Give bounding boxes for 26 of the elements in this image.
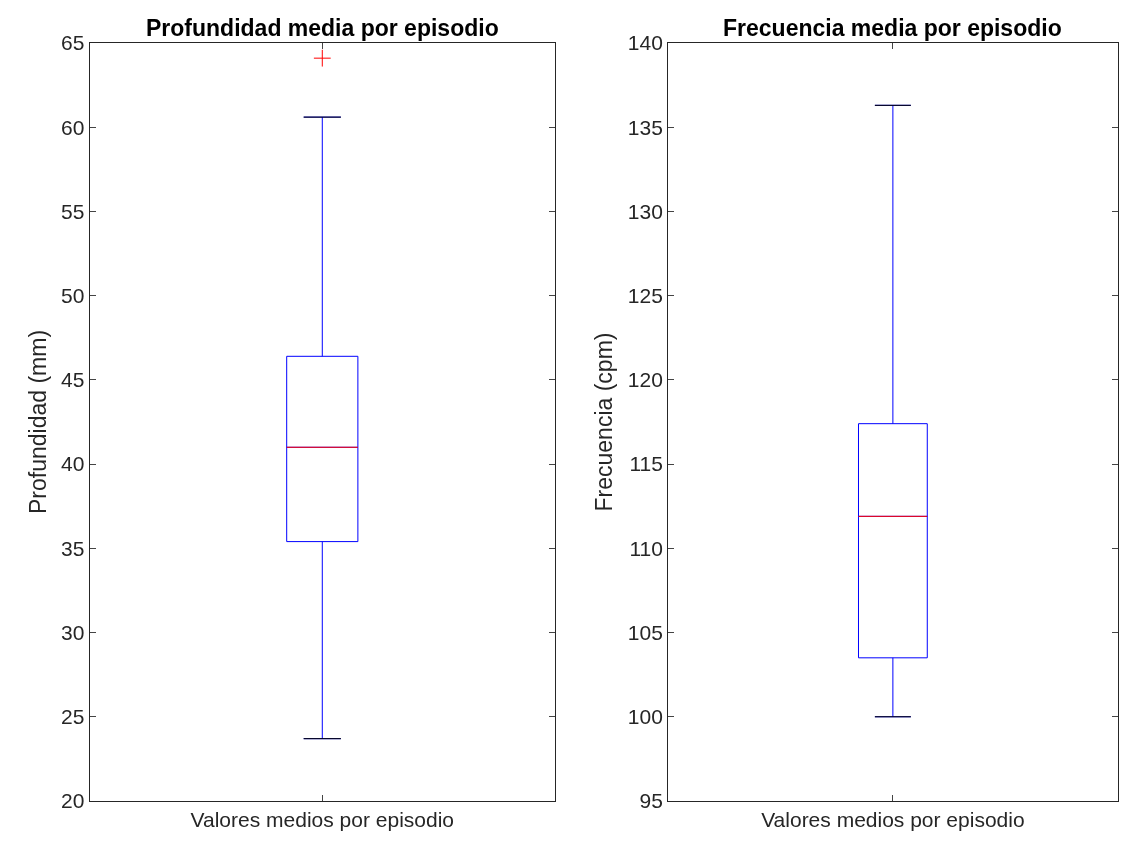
y-tick-label: 65 xyxy=(61,31,85,55)
y-tick-label: 55 xyxy=(61,199,85,223)
y-tick-label: 110 xyxy=(629,536,663,560)
y-tick-label: 50 xyxy=(61,284,85,308)
chart-title: Frecuencia media por episodio xyxy=(723,15,1062,41)
y-tick-label: 125 xyxy=(627,284,663,308)
y-tick-label: 95 xyxy=(639,789,663,813)
y-tick-label: 20 xyxy=(61,789,85,813)
y-tick-label: 30 xyxy=(61,620,85,644)
y-tick-label: 135 xyxy=(627,115,663,139)
y-tick-label: 105 xyxy=(627,620,663,644)
y-axis-title: Profundidad (mm) xyxy=(24,329,51,515)
y-tick-label: 40 xyxy=(61,452,85,476)
y-tick-label: 60 xyxy=(61,115,85,139)
x-tick-label: Valores medios por episodio xyxy=(190,808,455,832)
y-tick-label: 130 xyxy=(627,199,663,223)
y-tick-label: 45 xyxy=(61,368,85,392)
y-axis-title: Frecuencia (cpm) xyxy=(591,332,618,512)
y-tick-label: 115 xyxy=(629,452,663,476)
y-tick-label: 25 xyxy=(61,705,85,729)
y-tick-label: 35 xyxy=(61,536,85,560)
y-tick-label: 140 xyxy=(627,31,663,55)
y-tick-label: 100 xyxy=(627,705,663,729)
chart-title: Profundidad media por episodio xyxy=(146,15,499,41)
y-tick-label: 120 xyxy=(627,368,663,392)
x-tick-label: Valores medios por episodio xyxy=(761,808,1025,832)
